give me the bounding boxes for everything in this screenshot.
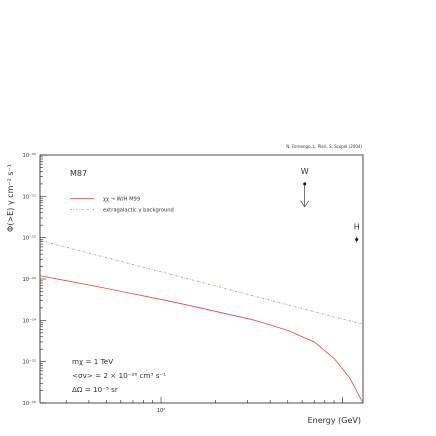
- annotation-solid-angle: ΔΩ = 10⁻⁵ sr: [72, 385, 118, 394]
- series-line-signal: [39, 275, 364, 404]
- x-axis-title: Energy (GeV): [308, 416, 361, 425]
- x-axis: 10²: [65, 397, 343, 414]
- point-w-label: W: [301, 167, 309, 176]
- series-group: [39, 239, 364, 404]
- series-line-background: [39, 239, 364, 325]
- y-tick-label: 10⁻¹³: [23, 277, 37, 283]
- y-axis-title: Φ(>E) γ cm⁻² s⁻¹: [6, 164, 15, 232]
- annotation-mass: mχ = 1 TeV: [72, 357, 113, 366]
- panel-label: M87: [70, 169, 87, 178]
- y-tick-label: 10⁻¹⁴: [23, 318, 37, 324]
- y-tick-label: 10⁻¹⁶: [23, 401, 37, 407]
- legend-label-signal: χχ → W/H M99: [103, 197, 140, 203]
- y-tick-label: 10⁻¹¹: [23, 194, 37, 200]
- credit-text: N. Fornengo, L. Pieri, S. Scopel (2004): [286, 144, 362, 149]
- points-group: WH: [300, 167, 360, 243]
- y-tick-label: 10⁻¹²: [23, 236, 37, 242]
- legend-label-background: extragalactic γ background: [103, 208, 174, 214]
- y-tick-label: 10⁻¹⁵: [23, 360, 37, 366]
- y-tick-label: 10⁻¹⁰: [23, 153, 37, 159]
- x-tick-label: 10²: [157, 408, 166, 414]
- annotation-cross-section: <σv> = 2 × 10⁻²⁶ cm³ s⁻¹: [72, 371, 166, 380]
- y-axis: 10⁻¹⁰ 10⁻¹¹ 10⁻¹² 10⁻¹³ 10⁻¹⁴ 10⁻¹⁵ 10⁻¹⁶: [23, 153, 46, 407]
- point-h-label: H: [354, 223, 360, 232]
- arrow-down-icon: [300, 200, 309, 208]
